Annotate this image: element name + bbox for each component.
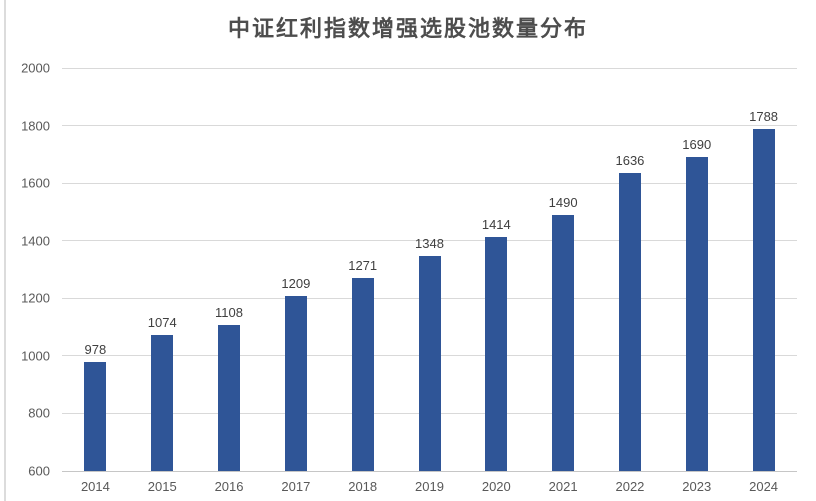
gridline-2000 <box>62 67 797 69</box>
data-label-2015: 1074 <box>147 314 177 330</box>
data-label-2023: 1690 <box>682 137 712 153</box>
y-axis-tick-1600: 1600 <box>21 175 50 191</box>
x-axis-tick-2020: 2020 <box>481 479 511 494</box>
x-axis-tick-2023: 2023 <box>682 479 712 494</box>
data-label-2014: 978 <box>84 342 107 358</box>
bar-2023 <box>685 157 708 471</box>
bar-2016 <box>218 324 241 471</box>
x-axis-tick-2017: 2017 <box>281 479 311 494</box>
bar-2019 <box>418 255 441 471</box>
y-axis-tick-2000: 2000 <box>21 60 50 76</box>
y-axis-tick-1200: 1200 <box>21 290 50 306</box>
y-axis-tick-600: 600 <box>28 463 50 479</box>
data-label-2021: 1490 <box>548 194 578 210</box>
plot-area: 600 800 1000 1200 1400 1600 1800 2000 978 2014 107… <box>21 61 797 494</box>
x-axis-tick-2019: 2019 <box>415 479 444 494</box>
gridline-1400 <box>62 240 797 242</box>
x-axis-tick-2016: 2016 <box>214 479 244 494</box>
y-axis-tick-1000: 1000 <box>21 348 50 364</box>
gridline-1600 <box>62 182 797 184</box>
window-left-border <box>4 0 6 501</box>
y-axis-tick-800: 800 <box>28 405 50 421</box>
y-axis-tick-1400: 1400 <box>21 233 50 249</box>
x-axis-tick-2021: 2021 <box>548 479 578 494</box>
bar-2015 <box>151 334 174 471</box>
data-label-2017: 1209 <box>281 275 311 291</box>
data-label-2022: 1636 <box>615 152 645 168</box>
data-label-2019: 1348 <box>415 235 444 251</box>
x-axis-tick-2014: 2014 <box>80 479 110 494</box>
x-axis-tick-2024: 2024 <box>749 479 779 494</box>
data-label-2024: 1788 <box>749 109 779 125</box>
data-label-2020: 1414 <box>481 216 511 232</box>
bar-2017 <box>284 295 307 471</box>
data-label-2018: 1271 <box>348 257 378 273</box>
chart-title: 中证红利指数增强选股池数量分布 <box>227 16 588 42</box>
bar-2022 <box>618 172 641 471</box>
data-label-2016: 1108 <box>215 304 244 320</box>
y-axis-tick-1800: 1800 <box>21 118 50 134</box>
x-axis-tick-2022: 2022 <box>615 479 645 494</box>
x-axis-tick-2018: 2018 <box>348 479 378 494</box>
gridline-1800 <box>62 125 797 127</box>
gridline-600 <box>62 470 797 472</box>
bar-2024 <box>752 129 775 471</box>
bar-2021 <box>552 214 575 471</box>
bar-2020 <box>485 236 508 471</box>
bar-2018 <box>351 277 374 471</box>
bar-2014 <box>84 362 107 471</box>
x-axis-tick-2015: 2015 <box>147 479 177 494</box>
